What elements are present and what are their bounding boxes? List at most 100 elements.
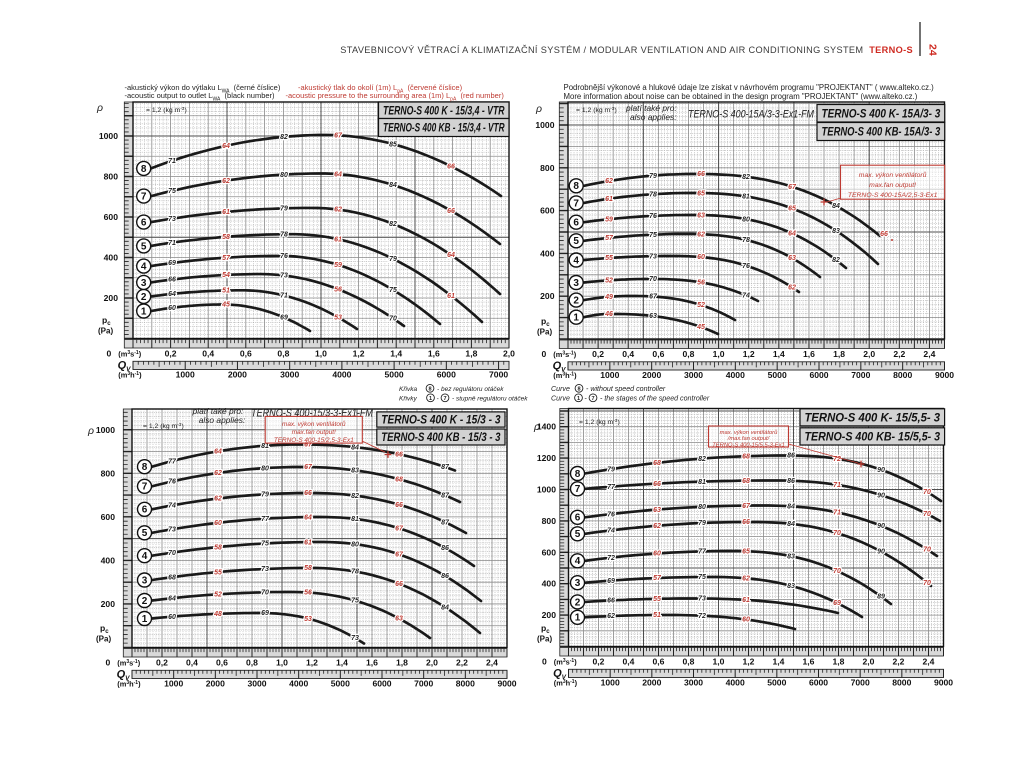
svg-text:64: 64 [214,449,222,456]
svg-text:74: 74 [168,503,176,510]
svg-text:79: 79 [261,492,269,499]
svg-text:66: 66 [168,277,176,284]
svg-text:(m3s-1): (m3s-1) [554,658,577,667]
svg-text:62: 62 [222,178,230,185]
svg-text:1200: 1200 [537,453,556,463]
svg-text:66: 66 [395,581,403,588]
svg-text:1,8: 1,8 [833,349,845,359]
svg-text:76: 76 [280,253,288,260]
svg-text:75: 75 [261,541,269,548]
svg-text:1,2: 1,2 [353,349,365,359]
svg-text:(m3h-1): (m3h-1) [117,680,141,689]
svg-text:61: 61 [742,597,750,604]
svg-text:67: 67 [334,133,343,140]
svg-text:0,2: 0,2 [165,349,177,359]
svg-text:TERNO-S 400-15A/2,5-3-Ex1: TERNO-S 400-15A/2,5-3-Ex1 [848,192,938,199]
svg-text:5: 5 [573,236,579,247]
svg-text:56: 56 [334,286,342,293]
svg-text:3: 3 [141,278,147,289]
svg-text:84: 84 [351,444,359,451]
svg-text:1: 1 [577,396,580,402]
svg-text:68: 68 [395,476,403,483]
svg-text:66: 66 [395,502,403,509]
svg-text:2,0: 2,0 [503,349,515,359]
svg-text:67: 67 [395,526,404,533]
svg-text:89: 89 [877,594,885,601]
svg-text:87: 87 [441,519,450,526]
svg-text:71: 71 [833,482,841,489]
svg-text:62: 62 [214,496,222,503]
svg-text:80: 80 [698,504,706,511]
svg-text:1000: 1000 [164,679,183,689]
svg-text:1,8: 1,8 [396,658,408,668]
svg-text:1,2: 1,2 [306,658,318,668]
svg-text:4000: 4000 [289,679,308,689]
svg-text:1,6: 1,6 [803,349,815,359]
svg-text:83: 83 [787,553,795,560]
svg-text:63: 63 [395,616,403,623]
svg-text:200: 200 [104,293,119,303]
svg-text:Curve: Curve [551,385,570,393]
svg-text:62: 62 [788,285,796,292]
svg-text:also applies:: also applies: [630,112,677,122]
svg-text:0,8: 0,8 [683,657,695,667]
svg-text:1,8: 1,8 [833,657,845,667]
svg-text:Křivky: Křivky [399,396,417,403]
svg-text:82: 82 [832,257,840,264]
svg-text:800: 800 [542,516,557,526]
svg-text:4: 4 [573,255,579,266]
svg-text:platí také pro:: platí také pro: [192,406,244,416]
svg-text:90: 90 [877,492,885,499]
svg-text:57: 57 [605,235,614,242]
svg-text:0,6: 0,6 [216,658,228,668]
svg-text:2,2: 2,2 [893,657,905,667]
svg-text:/max.fan output/: /max.fan output/ [727,436,771,442]
svg-text:81: 81 [698,479,706,486]
svg-text:2000: 2000 [206,679,225,689]
svg-text:0,6: 0,6 [240,349,252,359]
svg-text:(m3h-1): (m3h-1) [554,679,578,688]
svg-text:1,4: 1,4 [773,349,785,359]
svg-text:7: 7 [575,484,581,495]
svg-text:TERNO-S 400 KB - 15/3,4 - VTR: TERNO-S 400 KB - 15/3,4 - VTR [383,121,505,135]
svg-text:72: 72 [698,613,706,620]
svg-text:55: 55 [214,569,222,576]
svg-text:6000: 6000 [437,370,456,380]
svg-text:4000: 4000 [332,370,351,380]
svg-text:600: 600 [542,547,557,557]
svg-text:68: 68 [742,478,750,485]
svg-text:1,6: 1,6 [803,657,815,667]
svg-text:max. výkon ventilátorů: max. výkon ventilátorů [282,420,346,428]
svg-text:ρ: ρ [533,421,540,433]
svg-text:79: 79 [649,173,657,180]
svg-text:-: - [437,396,439,403]
svg-text:75: 75 [168,188,176,195]
svg-text:- stupně regulátoru otáček: - stupně regulátoru otáček [452,396,528,403]
svg-text:- without speed controller: - without speed controller [586,385,666,393]
svg-text:55: 55 [653,596,661,603]
svg-text:86: 86 [787,453,795,460]
svg-text:ρ: ρ [535,103,542,115]
svg-text:-: - [585,395,588,403]
svg-text:1: 1 [573,313,579,324]
svg-text:1: 1 [142,614,148,625]
svg-text:79: 79 [607,466,615,473]
svg-text:62: 62 [334,207,342,214]
svg-text:2: 2 [141,292,147,303]
svg-text:62: 62 [605,178,613,185]
svg-text:max.fan output!: max.fan output! [869,182,916,189]
svg-text:3000: 3000 [247,679,266,689]
svg-text:49: 49 [604,294,613,301]
svg-text:66: 66 [607,598,615,605]
svg-text:80: 80 [280,172,288,179]
svg-text:69: 69 [280,315,288,322]
svg-text:62: 62 [653,523,661,530]
svg-text:70: 70 [649,276,657,283]
svg-text:TERNO-S 400 KB- 15A/3- 3: TERNO-S 400 KB- 15A/3- 3 [822,125,941,139]
svg-text:65: 65 [788,206,796,213]
svg-text:0: 0 [542,657,547,667]
svg-text:84: 84 [832,203,840,210]
svg-text:81: 81 [742,194,750,201]
svg-text:46: 46 [604,311,613,318]
svg-text:6: 6 [141,218,147,229]
